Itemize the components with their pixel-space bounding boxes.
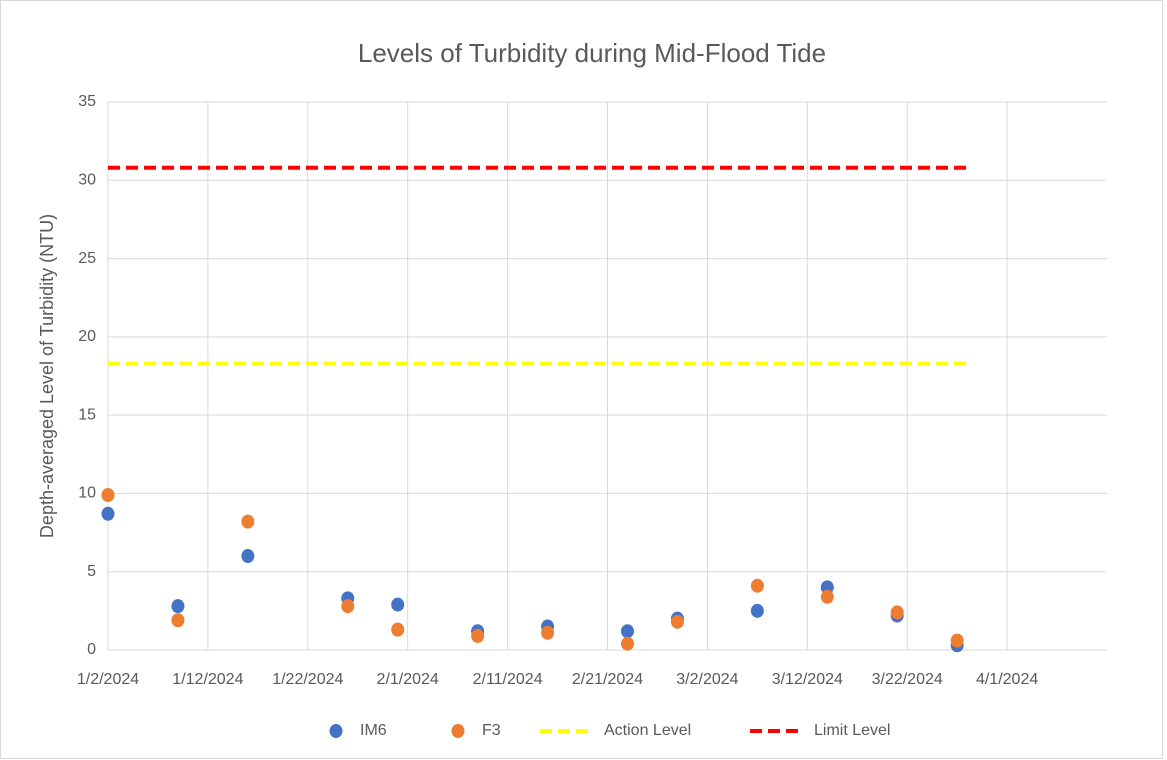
point xyxy=(750,603,764,618)
x-tick-label: 4/1/2024 xyxy=(976,671,1038,688)
y-axis-label: Depth-averaged Level of Turbidity (NTU) xyxy=(37,214,57,538)
y-tick-label: 25 xyxy=(78,250,96,267)
chart-title: Levels of Turbidity during Mid-Flood Tid… xyxy=(358,38,826,68)
point xyxy=(241,549,255,564)
legend-label: F3 xyxy=(482,722,501,739)
y-tick-label: 10 xyxy=(78,485,96,502)
x-tick-label: 1/12/2024 xyxy=(172,671,243,688)
x-tick-label: 2/1/2024 xyxy=(377,671,439,688)
point xyxy=(171,613,185,628)
legend-marker xyxy=(451,724,465,738)
point xyxy=(341,599,355,614)
legend-label: Limit Level xyxy=(814,722,890,739)
point xyxy=(101,487,115,502)
point xyxy=(391,597,405,612)
y-tick-label: 20 xyxy=(78,328,96,345)
point xyxy=(471,628,485,643)
x-tick-label: 2/11/2024 xyxy=(473,671,543,688)
y-tick-label: 0 xyxy=(87,641,96,658)
point xyxy=(750,578,764,593)
y-tick-label: 35 xyxy=(78,93,96,110)
legend-label: IM6 xyxy=(360,722,387,739)
point xyxy=(101,506,115,521)
legend-marker xyxy=(329,724,343,738)
point xyxy=(620,636,634,651)
x-tick-label: 3/2/2024 xyxy=(676,671,738,688)
point xyxy=(670,614,684,629)
x-tick-label: 3/12/2024 xyxy=(772,671,843,688)
x-tick-label: 2/21/2024 xyxy=(572,671,643,688)
x-tick-label: 1/2/2024 xyxy=(77,671,139,688)
point xyxy=(541,625,555,640)
x-tick-label: 3/22/2024 xyxy=(872,671,943,688)
point xyxy=(241,514,255,529)
point xyxy=(171,599,185,614)
point xyxy=(620,624,634,639)
y-tick-label: 15 xyxy=(78,406,96,423)
y-tick-label: 5 xyxy=(87,563,96,580)
point xyxy=(820,589,834,604)
point xyxy=(950,633,964,648)
x-tick-label: 1/22/2024 xyxy=(272,671,343,688)
point xyxy=(391,622,405,637)
y-tick-label: 30 xyxy=(78,172,96,189)
legend-label: Action Level xyxy=(604,722,691,739)
point xyxy=(890,605,904,620)
